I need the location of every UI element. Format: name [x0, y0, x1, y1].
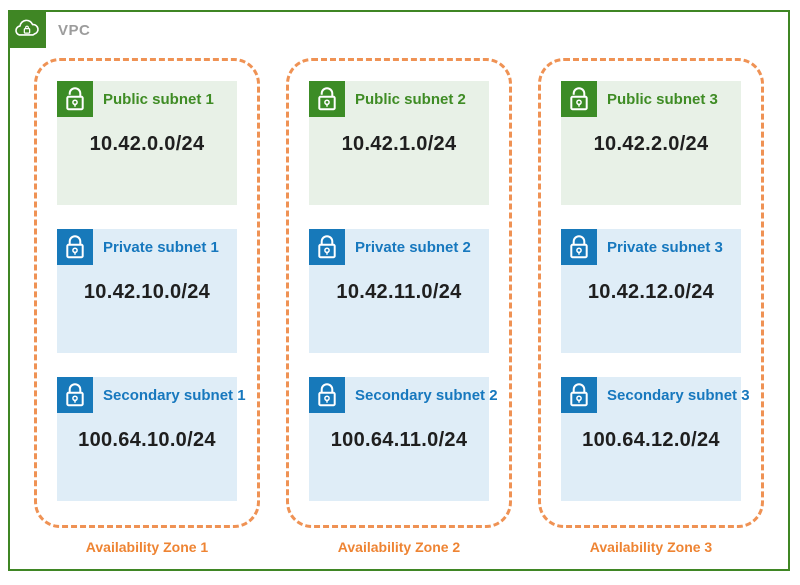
subnet-card-public-1: Public subnet 1 10.42.0.0/24: [57, 81, 237, 205]
subnet-name: Secondary subnet 3: [607, 386, 750, 404]
subnet-name: Public subnet 2: [355, 90, 466, 108]
availability-zone-2-box: Public subnet 2 10.42.1.0/24 Private sub…: [286, 58, 512, 528]
subnet-name: Private subnet 3: [607, 238, 723, 256]
subnet-name: Private subnet 2: [355, 238, 471, 256]
vpc-container: VPC Public subnet 1 10.42.0.0/24 Private…: [8, 10, 790, 571]
availability-zone-row: Public subnet 1 10.42.0.0/24 Private sub…: [34, 58, 764, 555]
availability-zone-1-box: Public subnet 1 10.42.0.0/24 Private sub…: [34, 58, 260, 528]
lock-icon: [309, 377, 345, 413]
subnet-name: Secondary subnet 2: [355, 386, 498, 404]
vpc-cloud-icon: [8, 10, 46, 48]
subnet-card-private-1: Private subnet 1 10.42.10.0/24: [57, 229, 237, 353]
availability-zone-3-box: Public subnet 3 10.42.2.0/24 Private sub…: [538, 58, 764, 528]
subnet-cidr: 10.42.10.0/24: [83, 281, 211, 303]
open-lock-icon: [309, 81, 345, 117]
subnet-name: Public subnet 3: [607, 90, 718, 108]
subnet-card-private-3: Private subnet 3 10.42.12.0/24: [561, 229, 741, 353]
availability-zone-1-label: Availability Zone 1: [85, 539, 209, 555]
lock-icon: [561, 229, 597, 265]
availability-zone-2-label: Availability Zone 2: [337, 539, 461, 555]
subnet-cidr: 10.42.1.0/24: [341, 133, 457, 155]
subnet-card-private-2: Private subnet 2 10.42.11.0/24: [309, 229, 489, 353]
subnet-name: Secondary subnet 1: [103, 386, 246, 404]
availability-zone-3-label: Availability Zone 3: [589, 539, 713, 555]
lock-icon: [561, 377, 597, 413]
subnet-cidr: 100.64.10.0/24: [78, 429, 216, 451]
subnet-name: Private subnet 1: [103, 238, 219, 256]
subnet-cidr: 10.42.12.0/24: [587, 281, 715, 303]
open-lock-icon: [57, 81, 93, 117]
subnet-name: Public subnet 1: [103, 90, 214, 108]
subnet-card-secondary-2: Secondary subnet 2 100.64.11.0/24: [309, 377, 498, 501]
lock-icon: [309, 229, 345, 265]
subnet-cidr: 100.64.12.0/24: [582, 429, 720, 451]
subnet-cidr: 10.42.11.0/24: [336, 281, 462, 303]
subnet-cidr: 10.42.2.0/24: [593, 133, 709, 155]
availability-zone-2: Public subnet 2 10.42.1.0/24 Private sub…: [286, 58, 512, 555]
availability-zone-1: Public subnet 1 10.42.0.0/24 Private sub…: [34, 58, 260, 555]
lock-icon: [57, 377, 93, 413]
subnet-card-public-2: Public subnet 2 10.42.1.0/24: [309, 81, 489, 205]
subnet-card-public-3: Public subnet 3 10.42.2.0/24: [561, 81, 741, 205]
open-lock-icon: [561, 81, 597, 117]
vpc-label: VPC: [58, 22, 91, 39]
subnet-card-secondary-1: Secondary subnet 1 100.64.10.0/24: [57, 377, 246, 501]
lock-icon: [57, 229, 93, 265]
availability-zone-3: Public subnet 3 10.42.2.0/24 Private sub…: [538, 58, 764, 555]
subnet-cidr: 10.42.0.0/24: [89, 133, 205, 155]
subnet-cidr: 100.64.11.0/24: [330, 429, 468, 451]
subnet-card-secondary-3: Secondary subnet 3 100.64.12.0/24: [561, 377, 750, 501]
